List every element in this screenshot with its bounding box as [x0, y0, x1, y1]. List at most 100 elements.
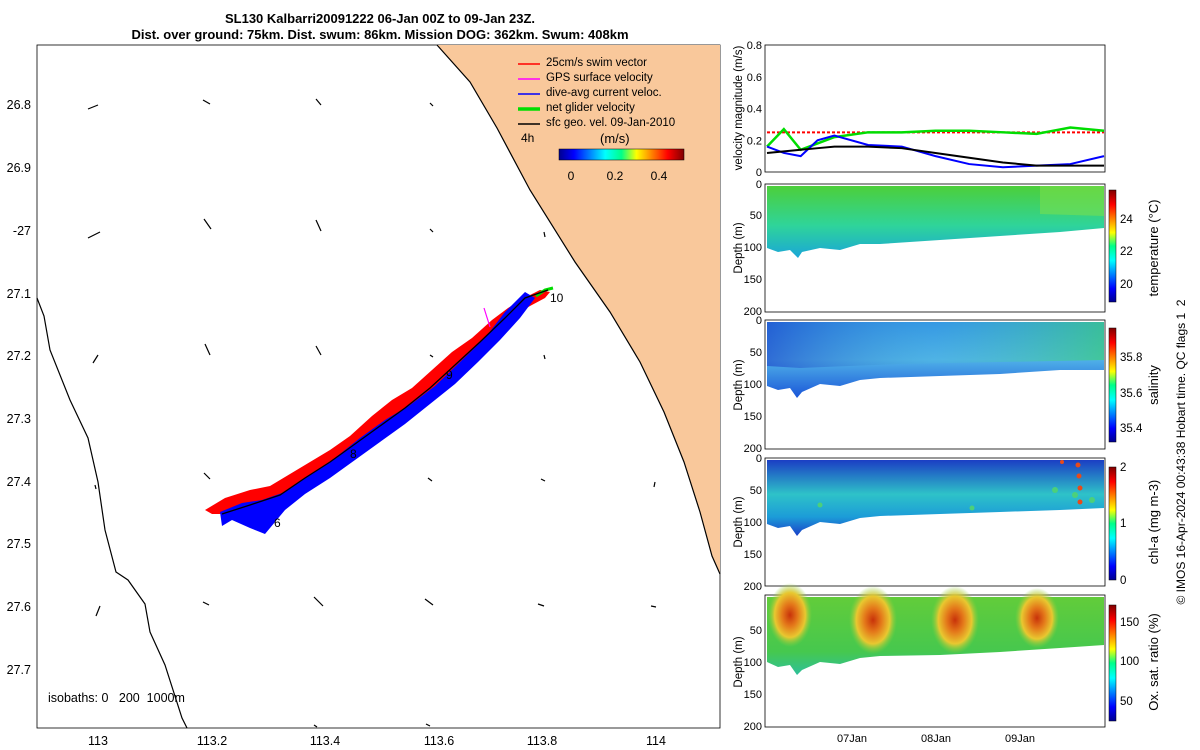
cbar-tick: 20	[1120, 279, 1133, 291]
cbar-tick: 24	[1120, 214, 1133, 226]
x-tick: 09Jan	[1005, 733, 1035, 745]
y-tick: 50	[750, 210, 762, 222]
isobaths-label: isobaths: 0 200 1000m	[48, 691, 185, 705]
y-tick: 150	[744, 549, 762, 561]
y-tick: 50	[750, 625, 762, 637]
temperature-field	[767, 186, 1104, 258]
cbar-tick: 50	[1120, 696, 1133, 708]
cbar-tick: 35.4	[1120, 423, 1143, 435]
y-tick: 150	[744, 274, 762, 286]
temperature-cbar-ticks: 20 22 24	[1120, 214, 1133, 291]
lat-tick: 26.9	[7, 161, 31, 175]
velocity-y-tick: 0.8	[747, 40, 762, 52]
temperature-section: 0 50 100 150 200 Depth (m) 20 22 24 temp…	[733, 179, 1161, 318]
chla-section: 0 50 100 150 200 Depth (m) 0 1 2 chl-a (…	[733, 453, 1161, 593]
velocity-series-group	[766, 126, 1105, 169]
velocity-y-tick: 0.4	[747, 104, 762, 116]
cbar-tick: 1	[1120, 518, 1126, 530]
map-legend: 25cm/s swim vector GPS surface velocity …	[518, 57, 685, 183]
land-area	[437, 45, 720, 574]
oxygen-high-blobs	[768, 583, 1059, 654]
cbar-tick: 22	[1120, 246, 1133, 258]
salinity-cbar-label: salinity	[1146, 365, 1161, 405]
y-tick: 0	[756, 179, 762, 191]
legend-label-geo: sfc geo. vel. 09-Jan-2010	[546, 117, 675, 129]
temperature-colorbar	[1108, 189, 1117, 303]
lat-tick: 26.8	[7, 98, 31, 112]
y-tick: 0	[756, 453, 762, 465]
cbar-tick: 150	[1120, 617, 1139, 629]
temperature-y-label: Depth (m)	[733, 222, 745, 273]
lat-tick: 27.4	[7, 475, 31, 489]
cbar-tick: 35.8	[1120, 352, 1142, 364]
lon-tick: 113.8	[527, 734, 557, 748]
chart-title-line1: SL130 Kalbarri20091222 06-Jan 00Z to 09-…	[224, 11, 535, 26]
time-x-ticks: 07Jan 08Jan 09Jan	[837, 733, 1035, 745]
glider-track	[205, 286, 554, 534]
map-panel: 6 8 9 10 25cm/s swim vector GPS surface …	[7, 44, 721, 748]
velocity-y-tick: 0	[756, 167, 762, 179]
chla-high-spots	[1060, 460, 1083, 505]
y-tick: 200	[744, 581, 762, 593]
salinity-colorbar	[1108, 327, 1117, 443]
chart-title-line2: Dist. over ground: 75km. Dist. swum: 86k…	[131, 27, 629, 42]
cbar-tick: 35.6	[1120, 388, 1142, 400]
swim-vectors-red	[205, 290, 550, 514]
imos-credit: © IMOS 16-Apr-2024 00:43:38 Hobart time.…	[1174, 299, 1188, 604]
lon-tick: 113.4	[310, 734, 340, 748]
legend-label-gps: GPS surface velocity	[546, 72, 653, 84]
y-tick: 100	[744, 379, 762, 391]
current-vectors-blue	[220, 292, 535, 534]
lat-tick: 27.5	[7, 537, 31, 551]
y-tick: 50	[750, 485, 762, 497]
lat-tick: 27.3	[7, 412, 31, 426]
lon-tick: 114	[646, 734, 666, 748]
time-label: 4h	[521, 131, 534, 145]
lon-tick: 113.6	[424, 734, 454, 748]
net-velocity-green	[535, 286, 554, 298]
salinity-y-ticks: 0 50 100 150 200	[744, 315, 762, 455]
chla-y-ticks: 0 50 100 150 200	[744, 453, 762, 593]
lon-tick: 113.2	[197, 734, 227, 748]
colorbar-tick: 0.2	[607, 169, 624, 183]
day-marker: 6	[274, 516, 281, 530]
y-tick: 100	[744, 242, 762, 254]
salinity-section: 0 50 100 150 200 Depth (m) 35.4 35.6 35.…	[733, 315, 1161, 455]
day-marker: 8	[350, 447, 357, 461]
oxygen-y-label: Depth (m)	[733, 636, 745, 687]
speed-colorbar	[558, 148, 685, 161]
oxygen-section: 50 100 150 200 Depth (m) 50 100 150 Ox. …	[733, 583, 1161, 745]
y-tick: 200	[744, 443, 762, 455]
velocity-chart: 0 0.2 0.4 0.6 0.8 velocity magnitude (m/s)	[733, 40, 1106, 179]
glider-path-black	[221, 289, 549, 515]
y-tick: 50	[750, 347, 762, 359]
y-tick: 200	[744, 721, 762, 733]
chla-cbar-label: chl-a (mg m-3)	[1146, 480, 1161, 565]
isobath-0m	[436, 44, 721, 575]
chla-cbar-ticks: 0 1 2	[1120, 462, 1126, 587]
salinity-y-label: Depth (m)	[733, 359, 745, 410]
lat-tick: 27.2	[7, 349, 31, 363]
lat-tick: 27.1	[7, 287, 31, 301]
velocity-y-ticks: 0 0.2 0.4 0.6 0.8	[747, 40, 762, 179]
geostrophic-velocity-arrows	[87, 98, 657, 728]
day-marker: 9	[446, 368, 453, 382]
legend-label-current: dive-avg current veloc.	[546, 87, 662, 99]
chla-y-label: Depth (m)	[733, 496, 745, 547]
legend-label-swim: 25cm/s swim vector	[546, 57, 647, 69]
velocity-y-tick: 0.6	[747, 72, 762, 84]
gps-surface-velocity-arrow	[483, 307, 491, 328]
y-tick: 150	[744, 411, 762, 423]
velocity-chart-frame	[764, 44, 1106, 173]
x-tick: 08Jan	[921, 733, 951, 745]
y-tick: 100	[744, 517, 762, 529]
oxygen-colorbar	[1108, 604, 1117, 722]
y-tick: 150	[744, 689, 762, 701]
map-lon-ticks: 113 113.2 113.4 113.6 113.8 114	[88, 734, 666, 748]
velocity-y-tick: 0.2	[747, 135, 762, 147]
y-tick: 200	[744, 306, 762, 318]
x-tick: 07Jan	[837, 733, 867, 745]
colorbar-tick: 0	[568, 169, 575, 183]
colorbar-unit: (m/s)	[600, 131, 630, 146]
